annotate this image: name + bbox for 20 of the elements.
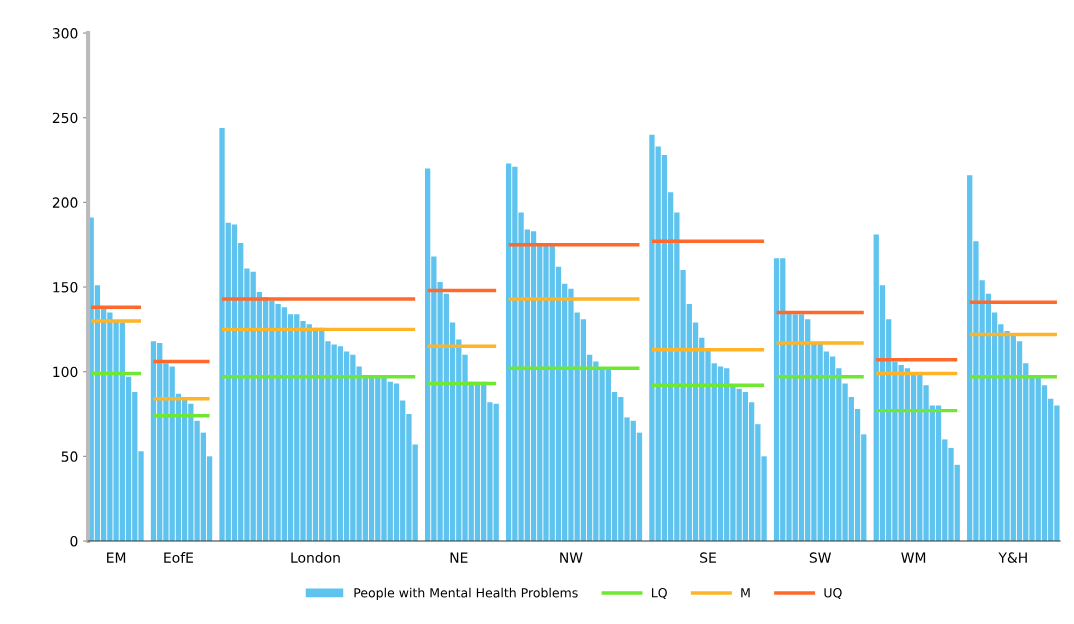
- y-tick-label: 150: [53, 282, 78, 293]
- legend-label: M: [741, 588, 750, 598]
- x-tick-label: SE: [700, 552, 716, 563]
- x-tick-label: NE: [450, 552, 468, 563]
- x-tick-label: Y&H: [998, 552, 1027, 563]
- legend-label: People with Mental Health Problems: [354, 587, 578, 600]
- x-tick-label: WM: [901, 552, 926, 563]
- y-tick-label: 200: [52, 197, 78, 208]
- y-tick-label: 250: [52, 112, 78, 124]
- x-tick-label: SW: [809, 552, 831, 563]
- y-tick-label: 0: [70, 535, 78, 547]
- x-tick-label: EofE: [164, 552, 193, 563]
- y-tick-label: 50: [61, 451, 78, 462]
- x-tick-label: EM: [107, 552, 126, 563]
- x-tick-label: NW: [560, 552, 583, 563]
- legend-label: UQ: [824, 588, 842, 599]
- legend-label: LQ: [652, 588, 667, 599]
- y-tick-label: 300: [52, 28, 78, 39]
- x-tick-label: London: [291, 552, 340, 563]
- y-tick-label: 100: [53, 366, 78, 378]
